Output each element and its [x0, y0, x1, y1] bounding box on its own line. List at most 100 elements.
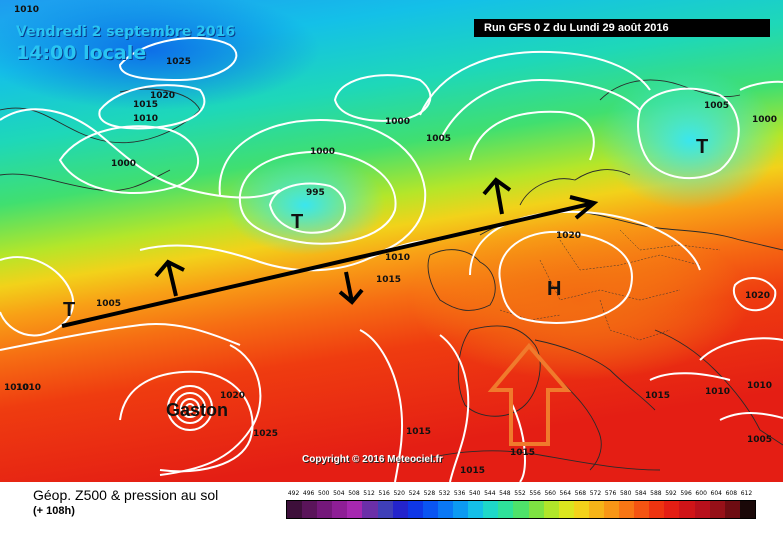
pressure-labels: 1010 1025 1020 1015 1010 1000 1000 1000 … [4, 5, 777, 476]
scale-tick-label: 568 [574, 490, 587, 497]
color-scale-bar [286, 500, 756, 519]
scale-tick-label: 560 [544, 490, 556, 497]
pressure-label: 1015 [460, 466, 485, 476]
low-pressure-label: T [63, 299, 75, 321]
scale-swatch [739, 501, 755, 518]
pressure-label: 1000 [310, 147, 335, 157]
pressure-label: 1005 [96, 299, 121, 309]
scale-tick-label: 500 [318, 490, 330, 497]
scale-swatch [287, 501, 303, 518]
system-labels: T T T H Gaston [63, 136, 708, 420]
pressure-label: 1010 [16, 383, 41, 393]
scale-swatch [634, 501, 650, 518]
scale-tick-label: 588 [650, 490, 662, 497]
forecast-date: Vendredi 2 septembre 2016 [16, 24, 236, 40]
high-pressure-label: H [547, 278, 561, 300]
scale-swatch [558, 501, 574, 518]
scale-swatch [694, 501, 710, 518]
scale-swatch [588, 501, 604, 518]
scale-swatch [453, 501, 469, 518]
scale-swatch [422, 501, 438, 518]
warm-core-shading [410, 220, 750, 380]
scale-swatch [392, 501, 408, 518]
scale-tick-label: 600 [695, 490, 707, 497]
scale-swatch [573, 501, 589, 518]
scale-tick-label: 544 [484, 490, 496, 497]
scale-tick-label: 548 [499, 490, 511, 497]
pressure-label: 1020 [150, 91, 175, 101]
low-ne-shading [600, 70, 780, 210]
pressure-label: 1010 [705, 387, 730, 397]
pressure-label: 1010 [4, 383, 29, 393]
scale-tick-label: 556 [529, 490, 541, 497]
scale-tick-label: 528 [423, 490, 436, 497]
forecast-time: 14:00 locale [16, 42, 147, 64]
scale-swatch [709, 501, 725, 518]
scale-swatch [513, 501, 529, 518]
scale-swatch [483, 501, 499, 518]
scale-tick-label: 580 [619, 490, 632, 497]
pressure-label: 1000 [111, 159, 136, 169]
scale-swatch [679, 501, 695, 518]
scale-tick-label: 532 [438, 490, 451, 497]
weather-map: 1010 1025 1020 1015 1010 1000 1000 1000 … [0, 0, 783, 482]
scale-swatch [407, 501, 423, 518]
scale-swatch [437, 501, 454, 518]
pressure-label: 1015 [406, 427, 431, 437]
scale-swatch [302, 501, 318, 518]
pressure-label: 1020 [745, 291, 770, 301]
pressure-label: 1020 [220, 391, 245, 401]
scale-tick-label: 608 [725, 490, 738, 497]
scale-tick-label: 540 [468, 490, 481, 497]
pressure-label: 995 [306, 188, 325, 198]
pressure-label: 1015 [376, 275, 401, 285]
scale-tick-label: 508 [348, 490, 360, 497]
scale-tick-label: 576 [604, 490, 617, 497]
scale-swatch [543, 501, 559, 518]
pressure-label: 1015 [133, 100, 158, 110]
scale-swatch [377, 501, 393, 518]
arrow-north-icon [154, 259, 185, 297]
pressure-label: 1015 [510, 448, 535, 458]
scale-tick-label: 604 [710, 490, 722, 497]
scale-tick-label: 552 [514, 490, 526, 497]
scale-tick-label: 520 [393, 490, 405, 497]
scale-tick-label: 536 [453, 490, 466, 497]
low-core-shading [225, 155, 385, 255]
scale-swatch [603, 501, 620, 518]
scale-swatch [332, 501, 348, 518]
scale-swatch [498, 501, 514, 518]
scale-tick-label: 516 [378, 490, 390, 497]
copyright-text: Copyright © 2016 Meteociel.fr [302, 454, 443, 465]
scale-tick-label: 596 [680, 490, 692, 497]
scale-tick-label: 592 [665, 490, 677, 497]
scale-tick-label: 564 [559, 490, 572, 497]
annotations [61, 177, 599, 446]
scale-tick-label: 572 [589, 490, 602, 497]
arrow-north-icon [482, 177, 512, 215]
scale-swatch [528, 501, 544, 518]
pressure-label: 1020 [556, 231, 581, 241]
pressure-label: 1005 [426, 134, 451, 144]
scale-tick-label: 504 [333, 490, 345, 497]
cold-core-shading [0, 0, 320, 110]
scale-swatch [317, 501, 333, 518]
pressure-label: 1000 [752, 115, 777, 125]
scale-tick-label: 612 [740, 490, 753, 497]
pressure-label: 1025 [253, 429, 278, 439]
pressure-label: 1025 [166, 57, 191, 67]
pressure-label: 1010 [14, 5, 39, 15]
scale-swatch [649, 501, 665, 518]
legend-subtitle: (+ 108h) [33, 505, 75, 517]
legend-title: Géop. Z500 & pression au sol [33, 487, 219, 503]
warm-advection-arrow-icon [487, 342, 572, 446]
jet-arrowhead [569, 195, 599, 220]
color-scale-labels: 492 496 500 504 508 512 516 520 524 528 532 536 540 5… [286, 490, 756, 500]
scale-tick-label: 584 [635, 490, 647, 497]
pressure-label: 1010 [133, 114, 158, 124]
scale-swatch [362, 501, 378, 518]
storm-name-label: Gaston [166, 400, 228, 420]
scale-swatch [724, 501, 740, 518]
pressure-label: 1005 [704, 101, 729, 111]
jet-axis-line [61, 201, 595, 328]
